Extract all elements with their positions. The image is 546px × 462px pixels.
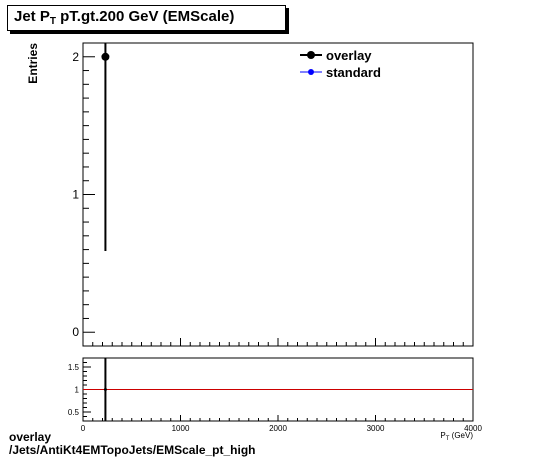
ratio-y-tick-label: 0.5	[68, 408, 80, 417]
legend-marker-overlay	[307, 51, 315, 59]
x-tick-label: 3000	[367, 424, 385, 433]
x-axis-label: PT (GeV)	[440, 431, 473, 442]
y-tick-label: 2	[72, 50, 79, 64]
footer-line-2: /Jets/AntiKt4EMTopoJets/EMScale_pt_high	[9, 443, 256, 457]
chart-title: Jet PT pT.gt.200 GeV (EMScale)	[14, 8, 235, 27]
y-tick-label: 0	[72, 325, 79, 339]
legend-label-standard: standard	[326, 65, 381, 80]
ratio-y-tick-label: 1.5	[68, 363, 80, 372]
x-tick-label: 1000	[172, 424, 190, 433]
overlay-data-point	[101, 52, 110, 61]
footer-caption: overlay /Jets/AntiKt4EMTopoJets/EMScale_…	[9, 431, 256, 457]
x-tick-label: 2000	[269, 424, 287, 433]
main-plot-frame	[82, 42, 474, 347]
ratio-data-point	[103, 388, 107, 391]
y-axis-label: Entries	[26, 43, 40, 84]
footer-line-1: overlay	[9, 430, 52, 444]
title-box: Jet PT pT.gt.200 GeV (EMScale)	[7, 5, 286, 31]
legend-marker-standard	[308, 69, 314, 75]
legend-label-overlay: overlay	[326, 48, 372, 63]
x-tick-label: 0	[81, 424, 86, 433]
x-tick-label: 4000	[464, 424, 482, 433]
y-tick-label: 1	[72, 188, 79, 202]
ratio-y-tick-label: 1	[75, 386, 80, 395]
